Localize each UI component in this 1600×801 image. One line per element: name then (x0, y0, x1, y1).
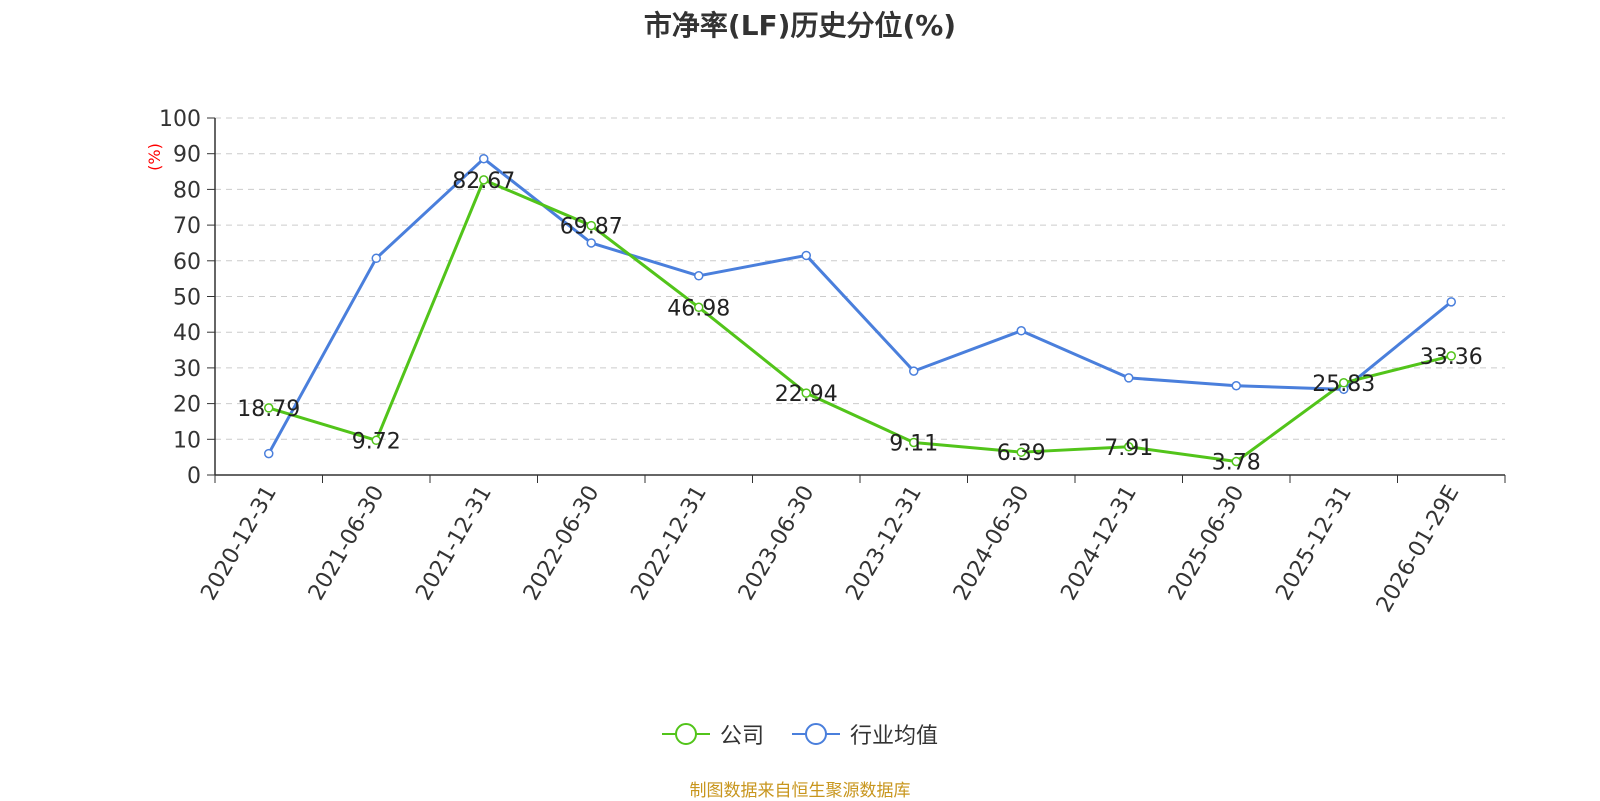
x-tick-label: 2021-06-30 (304, 482, 390, 605)
data-point-industry-avg (586, 238, 596, 248)
x-tick-label: 2023-06-30 (734, 482, 820, 605)
data-point-industry-avg (1231, 381, 1241, 391)
y-tick-label: 40 (173, 321, 201, 346)
data-point-industry-avg (1446, 297, 1456, 307)
source-note: 制图数据来自恒生聚源数据库 (689, 781, 911, 801)
data-point-company (264, 403, 274, 413)
data-point-industry-avg (909, 366, 919, 376)
x-tick-label: 2021-12-31 (411, 482, 497, 605)
data-label-company: 22.94 (775, 382, 838, 407)
data-point-company (586, 220, 596, 231)
x-tick-label: 2022-12-31 (626, 482, 712, 605)
y-tick-label: 60 (173, 250, 201, 275)
data-point-industry-avg (694, 271, 704, 281)
data-label-company: 46.98 (667, 296, 730, 321)
data-point-industry-avg (479, 153, 489, 164)
y-tick-label: 20 (173, 393, 201, 418)
y-tick-label: 0 (187, 464, 201, 489)
data-label-company: 82.67 (452, 169, 515, 194)
data-label-company: 7.91 (1104, 436, 1153, 461)
data-label-company: 33.36 (1420, 345, 1483, 370)
axes: 0 10 20 30 40 50 60 70 80 90 100 2020-12-31 2021-06-… (159, 107, 1506, 617)
x-tick-label: 2020-12-31 (196, 482, 282, 605)
legend: 公司 行业均值 (0, 718, 1600, 750)
data-point-company (1231, 456, 1241, 467)
y-axis-label: (%) (145, 143, 164, 171)
data-point-industry-avg (1016, 326, 1026, 336)
series: 18.79 9.72 82.67 69.87 46.98 22.94 9.11 6.39 7.9… (237, 153, 1483, 476)
y-tick-label: 80 (173, 178, 201, 203)
data-point-industry-avg (371, 253, 381, 264)
y-tick-label: 90 (173, 143, 201, 168)
x-tick-label: 2025-06-30 (1164, 482, 1250, 605)
data-label-company: 3.78 (1212, 451, 1261, 476)
series-line-company (268, 178, 1452, 464)
x-tick-label: 2022-06-30 (519, 482, 605, 605)
data-point-company (371, 435, 381, 446)
data-point-company (694, 302, 704, 313)
y-tick-label: 30 (173, 357, 201, 382)
data-label-company: 69.87 (560, 215, 623, 240)
data-label-company: 9.72 (352, 429, 401, 454)
data-point-company (1016, 447, 1026, 457)
x-tick-label: 2024-06-30 (949, 482, 1035, 605)
data-label-company: 25.83 (1312, 372, 1375, 397)
x-tick-label: 2023-12-31 (841, 482, 927, 605)
y-tick-label: 50 (173, 286, 201, 311)
legend-item-company[interactable]: 公司 (661, 718, 764, 750)
legend-item-industry-avg[interactable]: 行业均值 (792, 718, 938, 750)
legend-industry-avg-line-icon (792, 723, 840, 745)
x-tick-label: 2025-12-31 (1271, 482, 1357, 605)
data-point-company (479, 175, 489, 185)
x-tick-label: 2026-01-29E (1372, 482, 1465, 617)
legend-label-industry-avg: 行业均值 (850, 724, 939, 749)
data-point-company (1339, 378, 1349, 388)
data-point-industry-avg (1124, 373, 1134, 383)
legend-company-line-icon (661, 723, 710, 745)
chart-title: 市净率(LF)历史分位(%) (643, 9, 957, 42)
y-tick-label: 100 (159, 107, 201, 132)
y-tick-label: 10 (173, 428, 201, 453)
data-point-company (801, 388, 811, 398)
legend-label-company: 公司 (719, 724, 764, 749)
data-label-company: 6.39 (997, 441, 1046, 466)
data-label-company: 9.11 (889, 431, 938, 456)
y-tick-label: 70 (173, 214, 201, 239)
data-point-company (1446, 351, 1456, 361)
x-tick-label: 2024-12-31 (1056, 482, 1142, 605)
data-point-company (909, 437, 919, 448)
data-point-company (1124, 442, 1134, 452)
gridlines (215, 117, 1505, 440)
series-line-industry-avg (267, 157, 1453, 455)
data-point-industry-avg (801, 250, 811, 261)
data-point-industry-avg (264, 448, 274, 459)
data-label-company: 18.79 (237, 397, 300, 422)
